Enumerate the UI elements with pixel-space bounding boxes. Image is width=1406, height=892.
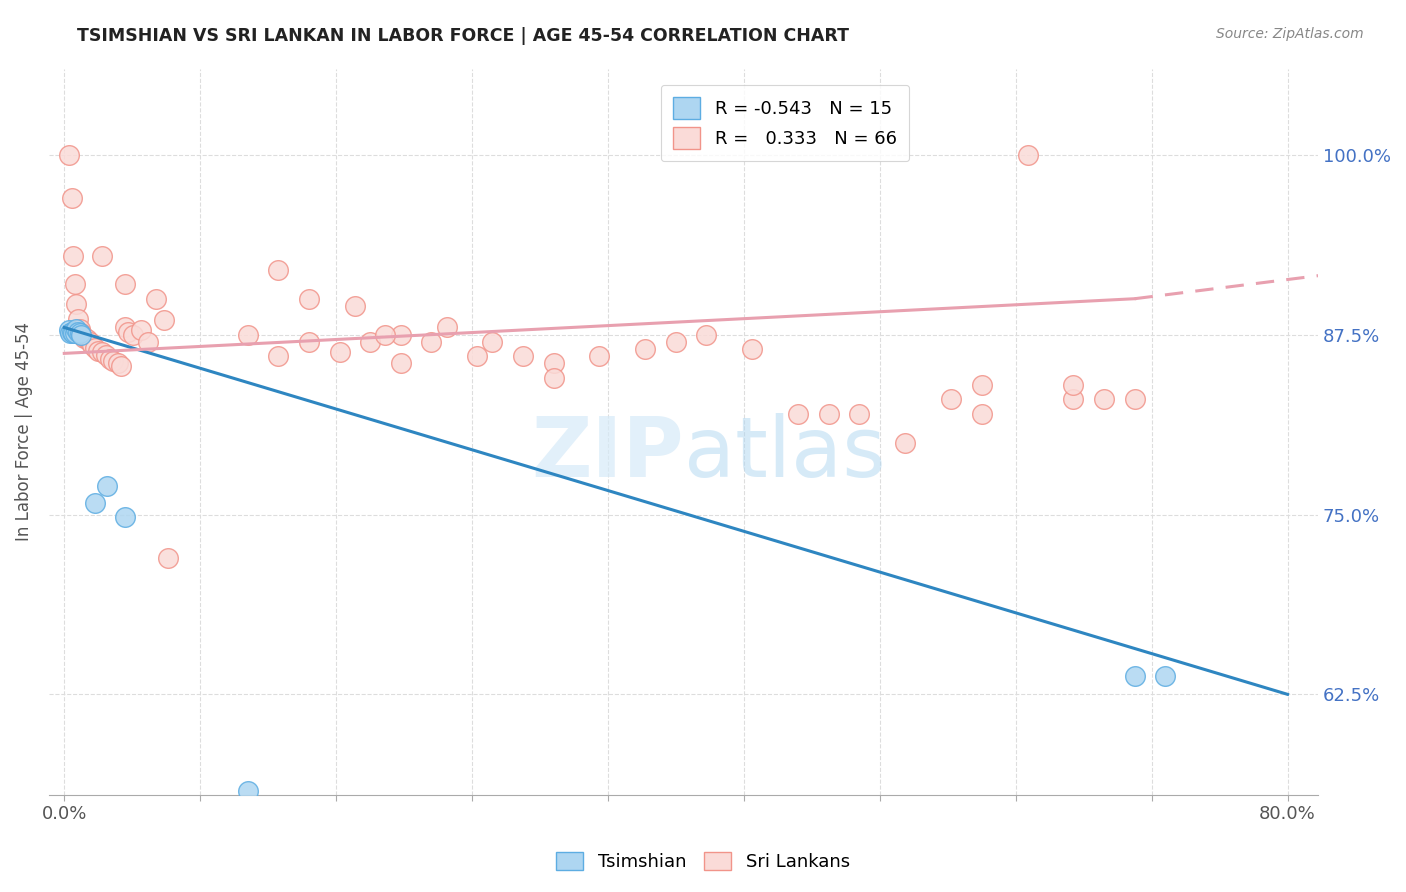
Point bbox=[157, 550, 180, 565]
Point bbox=[70, 326, 93, 341]
Point bbox=[117, 325, 139, 339]
Point bbox=[267, 349, 290, 363]
Point bbox=[103, 353, 125, 368]
Y-axis label: In Labor Force | Age 45-54: In Labor Force | Age 45-54 bbox=[15, 322, 32, 541]
Point bbox=[62, 326, 84, 341]
Point bbox=[1062, 392, 1084, 407]
Point bbox=[343, 299, 366, 313]
Point bbox=[114, 277, 136, 292]
Point bbox=[298, 334, 321, 349]
Point bbox=[94, 348, 117, 362]
Text: Source: ZipAtlas.com: Source: ZipAtlas.com bbox=[1216, 27, 1364, 41]
Point bbox=[138, 334, 160, 349]
Point bbox=[152, 313, 174, 327]
Point bbox=[543, 356, 565, 370]
Point bbox=[1123, 668, 1146, 682]
Point bbox=[848, 407, 870, 421]
Point bbox=[543, 371, 565, 385]
Point bbox=[145, 292, 167, 306]
Point bbox=[65, 297, 87, 311]
Legend: R = -0.543   N = 15, R =   0.333   N = 66: R = -0.543 N = 15, R = 0.333 N = 66 bbox=[661, 85, 910, 161]
Point bbox=[83, 341, 105, 355]
Point bbox=[970, 407, 993, 421]
Point bbox=[894, 435, 917, 450]
Text: ZIP: ZIP bbox=[531, 413, 683, 494]
Text: TSIMSHIAN VS SRI LANKAN IN LABOR FORCE | AGE 45-54 CORRELATION CHART: TSIMSHIAN VS SRI LANKAN IN LABOR FORCE |… bbox=[77, 27, 849, 45]
Point bbox=[465, 349, 488, 363]
Point bbox=[970, 378, 993, 392]
Point bbox=[73, 330, 96, 344]
Point bbox=[110, 359, 132, 374]
Point bbox=[98, 352, 121, 367]
Point bbox=[665, 334, 688, 349]
Point bbox=[114, 320, 136, 334]
Point bbox=[69, 326, 91, 341]
Point bbox=[420, 334, 443, 349]
Point bbox=[58, 148, 80, 162]
Point bbox=[60, 325, 83, 339]
Point bbox=[59, 326, 82, 341]
Point bbox=[1017, 148, 1039, 162]
Point bbox=[817, 407, 839, 421]
Point bbox=[66, 325, 89, 339]
Point bbox=[634, 342, 657, 356]
Point bbox=[83, 496, 105, 510]
Point bbox=[122, 327, 145, 342]
Point bbox=[70, 327, 93, 342]
Point bbox=[787, 407, 810, 421]
Point bbox=[267, 263, 290, 277]
Point bbox=[80, 337, 103, 351]
Point bbox=[63, 326, 86, 341]
Point bbox=[79, 334, 101, 349]
Point bbox=[512, 349, 534, 363]
Point bbox=[939, 392, 962, 407]
Point bbox=[236, 783, 259, 797]
Point bbox=[298, 292, 321, 306]
Point bbox=[436, 320, 458, 334]
Point bbox=[72, 329, 94, 343]
Point bbox=[60, 191, 83, 205]
Point bbox=[1123, 392, 1146, 407]
Point bbox=[65, 322, 87, 336]
Point bbox=[69, 322, 91, 336]
Point bbox=[129, 323, 152, 337]
Point bbox=[96, 479, 118, 493]
Point bbox=[91, 248, 114, 262]
Point bbox=[114, 510, 136, 524]
Point bbox=[1154, 668, 1177, 682]
Point bbox=[236, 327, 259, 342]
Point bbox=[389, 327, 412, 342]
Point bbox=[58, 323, 80, 337]
Point bbox=[328, 345, 350, 359]
Point bbox=[374, 327, 396, 342]
Point bbox=[695, 327, 717, 342]
Text: atlas: atlas bbox=[683, 413, 886, 494]
Point bbox=[741, 342, 763, 356]
Point bbox=[359, 334, 381, 349]
Point bbox=[588, 349, 610, 363]
Point bbox=[389, 356, 412, 370]
Point bbox=[63, 277, 86, 292]
Point bbox=[1092, 392, 1115, 407]
Point bbox=[481, 334, 503, 349]
Point bbox=[62, 248, 84, 262]
Point bbox=[66, 311, 89, 326]
Legend: Tsimshian, Sri Lankans: Tsimshian, Sri Lankans bbox=[548, 845, 858, 879]
Point bbox=[87, 343, 110, 358]
Point bbox=[91, 345, 114, 359]
Point bbox=[1062, 378, 1084, 392]
Point bbox=[76, 332, 98, 346]
Point bbox=[107, 356, 129, 370]
